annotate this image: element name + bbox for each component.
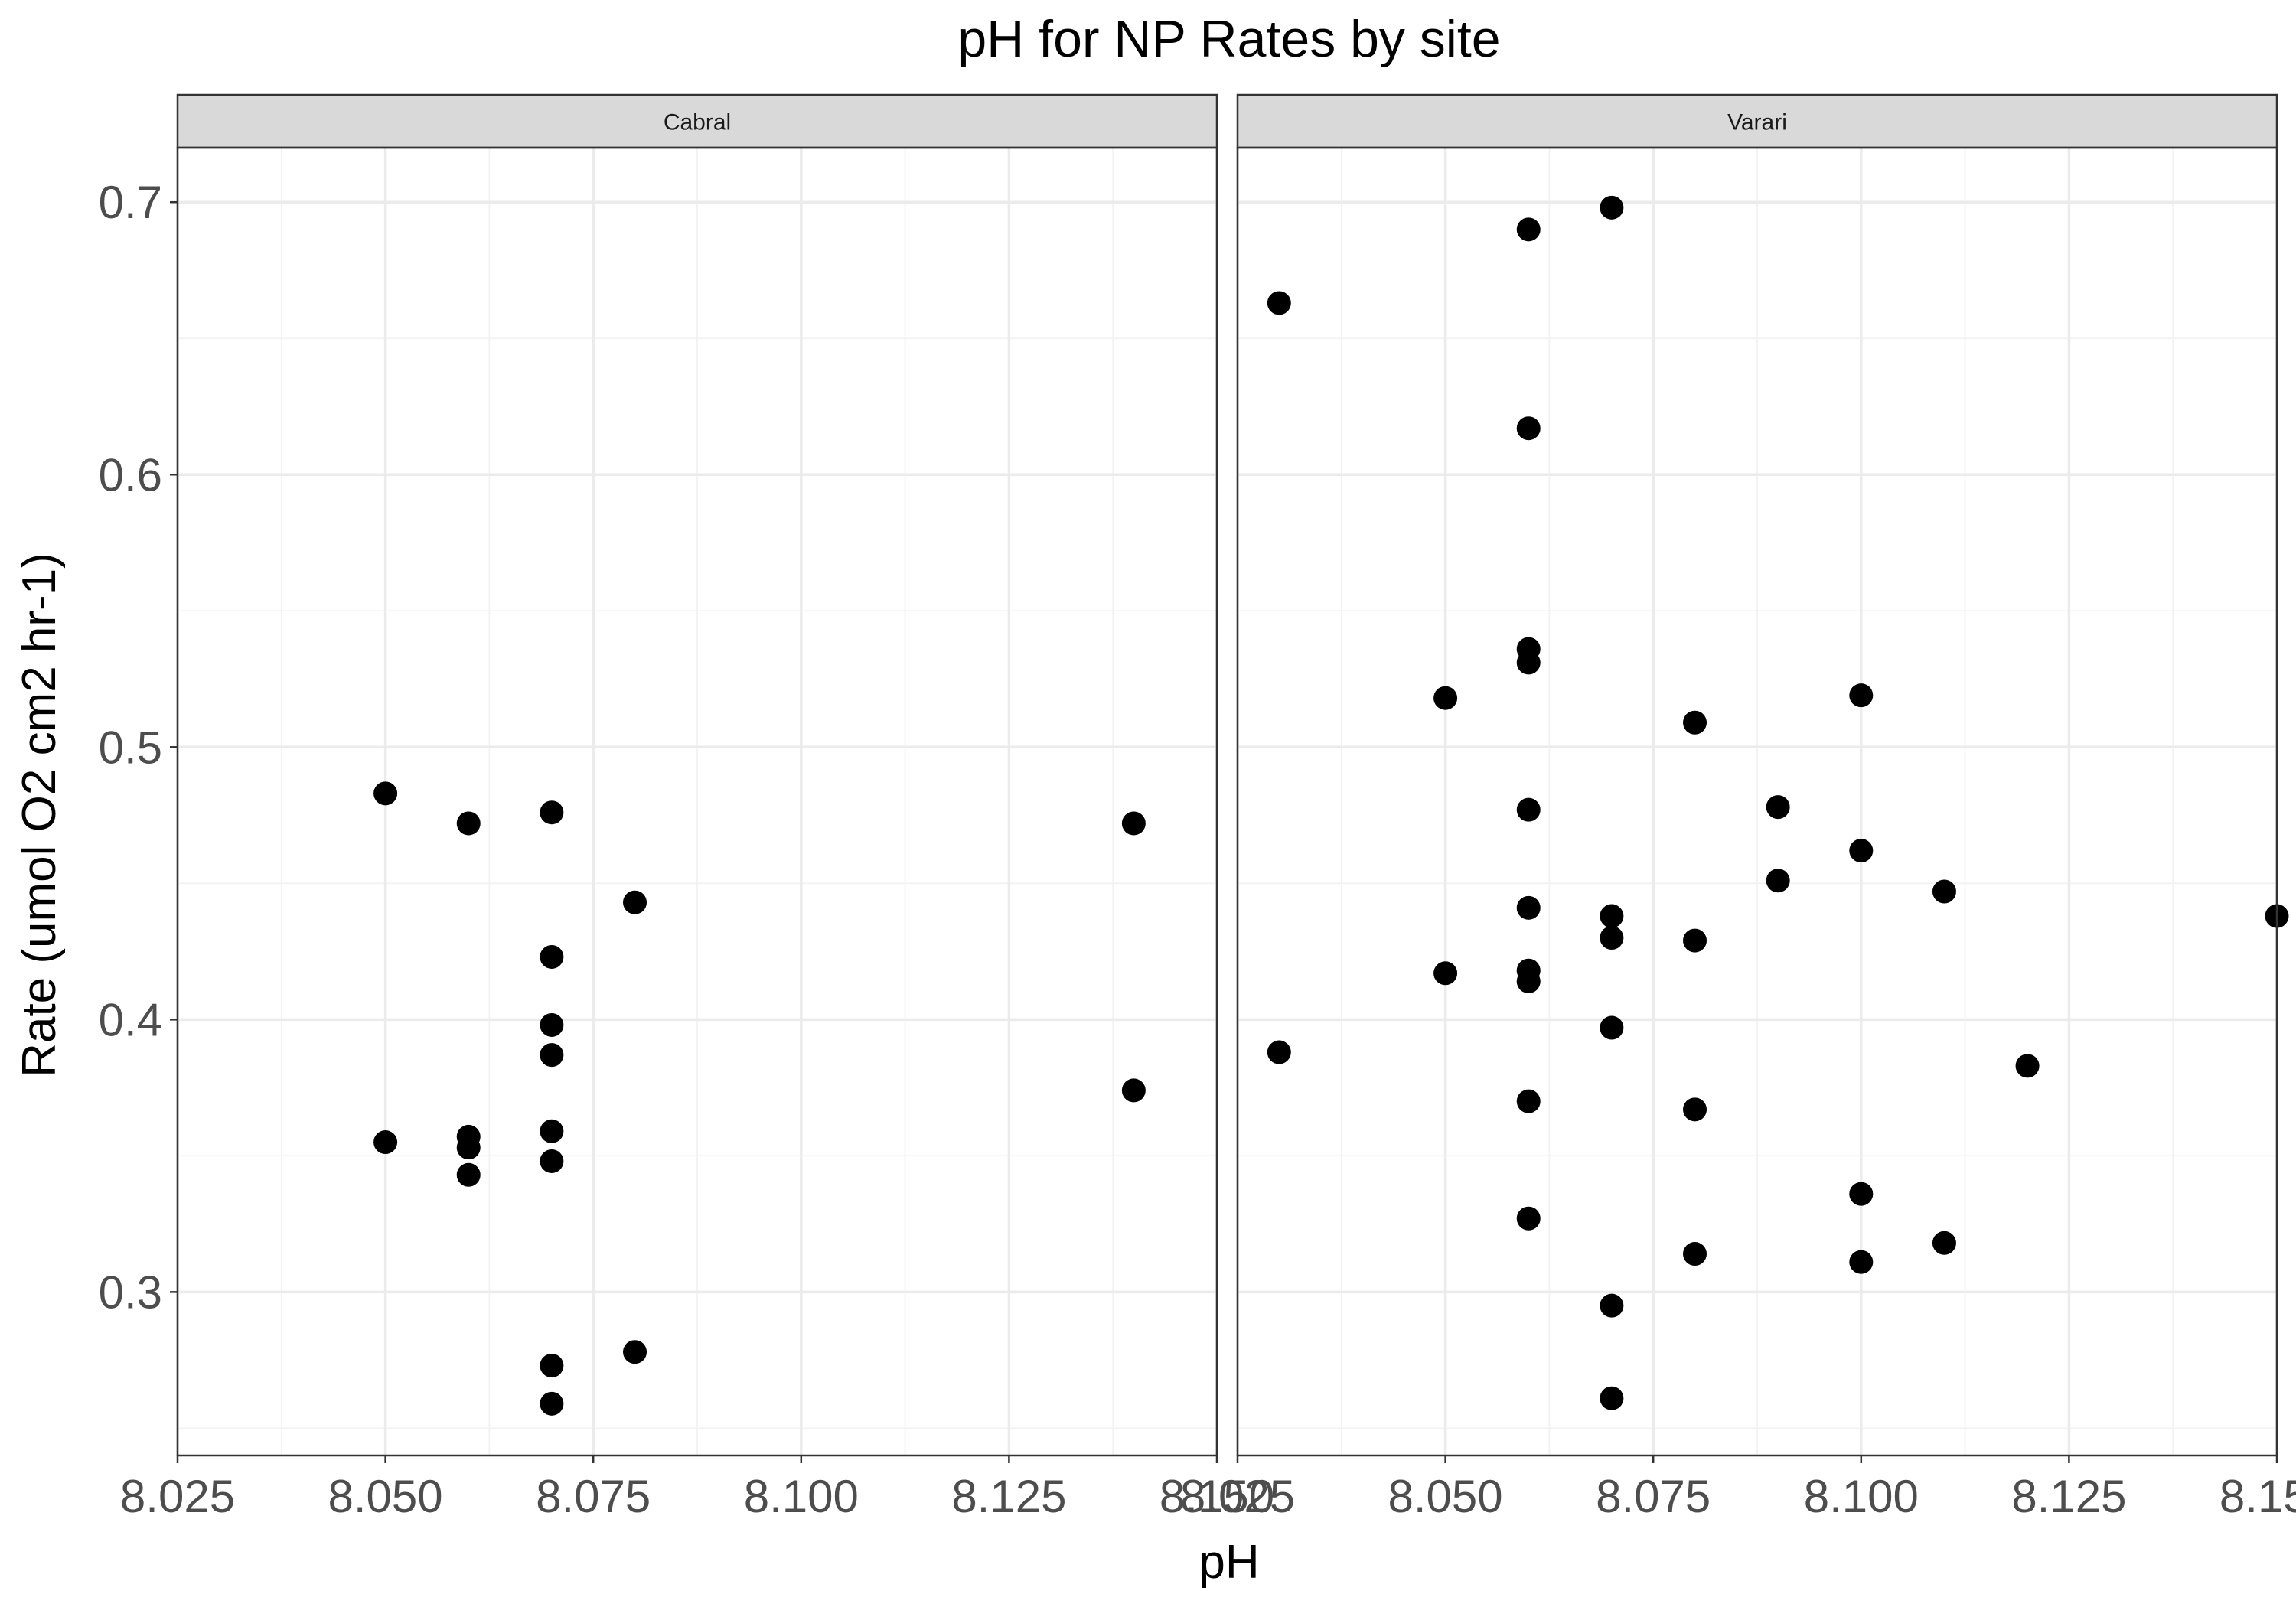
x-tick-label: 8.075 — [536, 1471, 651, 1522]
y-axis: 0.3 0.4 0.5 0.6 0.7 — [99, 177, 178, 1318]
facet-strip-label: Cabral — [664, 110, 731, 135]
data-point — [456, 1136, 481, 1160]
y-tick-label: 0.5 — [99, 722, 162, 773]
data-point — [456, 1162, 481, 1187]
y-tick-label: 0.7 — [99, 177, 162, 228]
x-tick-label: 8.050 — [1388, 1471, 1503, 1522]
data-point — [540, 1043, 564, 1068]
data-point — [1516, 1206, 1541, 1231]
x-tick-label: 8.150 — [2219, 1471, 2296, 1522]
x-tick-label: 8.025 — [1180, 1471, 1295, 1522]
data-point — [1433, 961, 1458, 986]
data-point — [540, 1391, 564, 1416]
data-point — [1683, 710, 1707, 735]
data-point — [623, 890, 647, 914]
y-tick-label: 0.6 — [99, 449, 162, 500]
data-point — [1683, 1242, 1707, 1266]
chart-title: pH for NP Rates by site — [957, 10, 1500, 68]
data-point — [1683, 928, 1707, 953]
data-point — [1516, 650, 1541, 675]
data-point — [456, 811, 481, 836]
data-point — [1600, 195, 1624, 220]
data-point — [623, 1340, 647, 1364]
y-tick-label: 0.4 — [99, 994, 162, 1045]
data-point — [1600, 1386, 1624, 1410]
data-point — [1516, 969, 1541, 993]
data-point — [1849, 1182, 1874, 1206]
data-point — [540, 1149, 564, 1173]
facet-panel-cabral: Cabral 8.025 8.050 8.075 8.100 8.125 8.150 — [120, 93, 1274, 1522]
facet-panel-varari: Varari 8.025 8.050 8.075 8.100 8.125 8.150 — [1180, 93, 2296, 1522]
data-point — [1849, 839, 1874, 863]
x-axis-title: pH — [1199, 1536, 1259, 1589]
data-point — [540, 1119, 564, 1143]
panel-border — [176, 146, 1218, 1457]
data-point — [1932, 879, 1956, 904]
x-tick-label: 8.075 — [1596, 1471, 1711, 1522]
data-point — [1516, 797, 1541, 822]
x-tick-label: 8.025 — [120, 1471, 235, 1522]
x-tick-label: 8.125 — [951, 1471, 1066, 1522]
data-point — [1267, 1040, 1291, 1064]
data-point — [1516, 416, 1541, 441]
data-point — [373, 781, 398, 806]
panel-border — [1236, 146, 2278, 1457]
facet-strip-label: Varari — [1727, 110, 1787, 135]
data-point — [373, 1130, 398, 1155]
data-point — [1516, 895, 1541, 920]
data-point — [540, 1012, 564, 1037]
data-point — [1516, 217, 1541, 242]
data-point — [1600, 1015, 1624, 1040]
data-point — [1516, 1089, 1541, 1113]
data-point — [1433, 686, 1458, 710]
x-tick-label: 8.125 — [2011, 1471, 2126, 1522]
data-point — [1849, 1250, 1874, 1274]
data-point — [540, 800, 564, 825]
x-tick-label: 8.100 — [1804, 1471, 1919, 1522]
data-point — [1121, 1078, 1146, 1103]
data-point — [540, 1354, 564, 1378]
x-tick-label: 8.050 — [328, 1471, 443, 1522]
data-point — [1683, 1097, 1707, 1122]
data-point — [1766, 869, 1790, 893]
data-point — [1121, 811, 1146, 836]
facet-strip — [176, 93, 1218, 149]
y-axis-title: Rate (umol O2 cm2 hr-1) — [13, 553, 66, 1077]
data-point — [1600, 1293, 1624, 1318]
x-tick-label: 8.100 — [744, 1471, 859, 1522]
data-point — [1932, 1231, 1956, 1255]
data-point — [1600, 926, 1624, 950]
data-point — [1600, 904, 1624, 928]
data-point — [1766, 795, 1790, 820]
data-point — [1849, 683, 1874, 708]
data-point — [2015, 1054, 2040, 1078]
y-tick-label: 0.3 — [99, 1266, 162, 1318]
x-tick-label: 8.150 — [1159, 1471, 1274, 1522]
data-point — [1267, 291, 1291, 315]
data-point — [540, 944, 564, 969]
